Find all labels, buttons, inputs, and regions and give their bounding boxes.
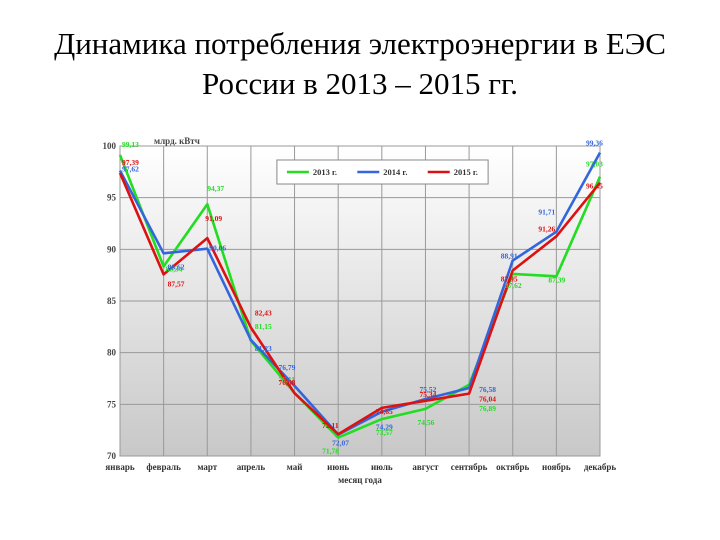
data-label-1: 74,56 xyxy=(417,418,434,427)
legend xyxy=(276,159,489,185)
data-label-1: 87,39 xyxy=(548,275,565,284)
data-label-3: 87,57 xyxy=(168,279,185,288)
line-chart: 70 75 80 85 90 95 100 январь февраль март апрель ма… xyxy=(103,136,617,485)
x-tick-label: апрель xyxy=(237,462,266,472)
data-label-2: 88,62 xyxy=(168,262,185,271)
data-label-1: 99,13 xyxy=(122,140,139,149)
data-label-1: 71,78 xyxy=(322,447,339,456)
data-label-3: 76,04 xyxy=(479,395,496,404)
data-label-3: 97,39 xyxy=(122,158,139,167)
x-tick-label: июль xyxy=(371,462,393,472)
chart-container: 70 75 80 85 90 95 100 январь февраль март апрель ма… xyxy=(96,130,617,490)
y-tick-label: 85 xyxy=(107,296,117,306)
data-label-2: 72,07 xyxy=(332,439,349,448)
x-tick-label: февраль xyxy=(146,462,181,472)
data-label-3: 91,26 xyxy=(538,224,555,233)
series-line-3 xyxy=(118,172,602,436)
data-label-1: 88,34 xyxy=(166,264,183,273)
data-label-2: 97,62 xyxy=(122,165,139,174)
data-label-1: 76,11 xyxy=(279,375,296,384)
y-tick-label: 75 xyxy=(107,399,117,409)
data-label-3: 75,34 xyxy=(419,390,436,399)
page-title-line-1: Динамика потребления электроэнергии в ЕЭ… xyxy=(54,26,666,61)
data-label-2: 88,91 xyxy=(501,252,518,261)
series-line-2 xyxy=(118,151,602,436)
y-tick-label: 80 xyxy=(107,348,117,358)
x-tick-label: май xyxy=(287,462,303,472)
x-tick-label: сентябрь xyxy=(451,462,488,472)
data-label-3: 72,11 xyxy=(322,421,339,430)
data-label-1: 73,57 xyxy=(376,428,393,437)
y-tick-label: 90 xyxy=(107,244,117,254)
y-tick-label: 70 xyxy=(107,451,117,461)
data-label-2: 76,58 xyxy=(479,385,496,394)
data-label-3: 76,08 xyxy=(279,378,296,387)
data-label-3: 82,43 xyxy=(255,309,272,318)
data-label-2: 75,52 xyxy=(419,385,436,394)
legend-label: 2014 г. xyxy=(383,167,407,177)
data-label-2: 90,06 xyxy=(209,244,226,253)
data-label-2: 76,79 xyxy=(279,363,296,372)
x-tick-label: январь xyxy=(105,462,134,472)
x-axis-label: месяц года xyxy=(338,475,382,485)
page-title: Динамика потребления электроэнергии в ЕЭ… xyxy=(20,24,700,104)
y-axis-label: млрд. кВтч xyxy=(154,136,200,146)
y-tick-label: 100 xyxy=(103,141,117,151)
page-title-line-2: России в 2013 – 2015 гг. xyxy=(201,66,518,101)
data-label-3: 87,95 xyxy=(501,275,518,284)
data-label-2: 74,29 xyxy=(376,423,393,432)
series-line-1 xyxy=(118,154,602,439)
data-label-1: 97,03 xyxy=(586,160,603,169)
data-label-3: 74,65 xyxy=(376,407,393,416)
y-tick-label: 95 xyxy=(107,193,117,203)
data-label-2: 91,71 xyxy=(538,208,555,217)
legend-label: 2013 г. xyxy=(313,167,337,177)
data-label-1: 76,89 xyxy=(479,404,496,413)
legend-label: 2015 г. xyxy=(454,167,478,177)
data-label-3: 91,09 xyxy=(205,214,222,223)
x-tick-label: март xyxy=(197,462,217,472)
data-label-1: 87,62 xyxy=(505,281,522,290)
x-tick-label: июнь xyxy=(327,462,349,472)
x-tick-label: октябрь xyxy=(496,462,529,472)
data-label-1: 81,15 xyxy=(255,322,272,331)
x-tick-label: ноябрь xyxy=(542,462,571,472)
data-label-1: 94,37 xyxy=(207,184,224,193)
data-label-2: 99,36 xyxy=(586,139,603,148)
data-label-2: 81,23 xyxy=(255,344,272,353)
data-label-3: 96,45 xyxy=(586,182,603,191)
x-tick-label: декабрь xyxy=(584,462,616,472)
x-tick-label: август xyxy=(412,462,439,472)
